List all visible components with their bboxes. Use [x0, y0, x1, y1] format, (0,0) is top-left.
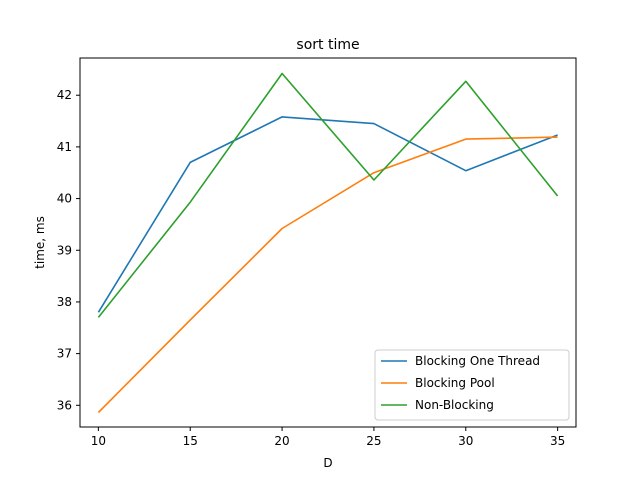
x-tick-label: 20 [274, 434, 289, 448]
x-axis-label: D [323, 456, 332, 470]
legend-label: Blocking Pool [415, 376, 495, 390]
axes-frame [79, 57, 577, 428]
x-tick-label: 25 [366, 434, 381, 448]
y-tick-label: 37 [57, 347, 72, 361]
y-tick-label: 41 [57, 140, 72, 154]
legend-label: Blocking One Thread [415, 354, 540, 368]
series-line-blocking-one-thread [97, 116, 558, 313]
x-tick-label: 35 [550, 434, 565, 448]
y-axis-label: time, ms [33, 216, 47, 269]
legend: Blocking One Thread Blocking Pool Non-Bloc… [374, 349, 570, 421]
series-line-blocking-pool [97, 136, 558, 414]
y-tick-label: 36 [57, 398, 72, 412]
legend-label: Non-Blocking [415, 398, 494, 412]
chart-title: sort time [296, 37, 359, 53]
x-tick-label: 10 [91, 434, 106, 448]
plot-area: 10 15 20 25 30 35 36 37 38 39 40 41 42 [57, 72, 565, 448]
y-tick-label: 42 [57, 88, 72, 102]
y-tick-label: 40 [57, 192, 72, 206]
y-tick-label: 39 [57, 243, 72, 257]
series-line-non-blocking [97, 72, 559, 318]
y-tick-label: 38 [57, 295, 72, 309]
x-tick-label: 30 [458, 434, 473, 448]
legend-box [374, 349, 570, 421]
x-tick-label: 15 [183, 434, 198, 448]
